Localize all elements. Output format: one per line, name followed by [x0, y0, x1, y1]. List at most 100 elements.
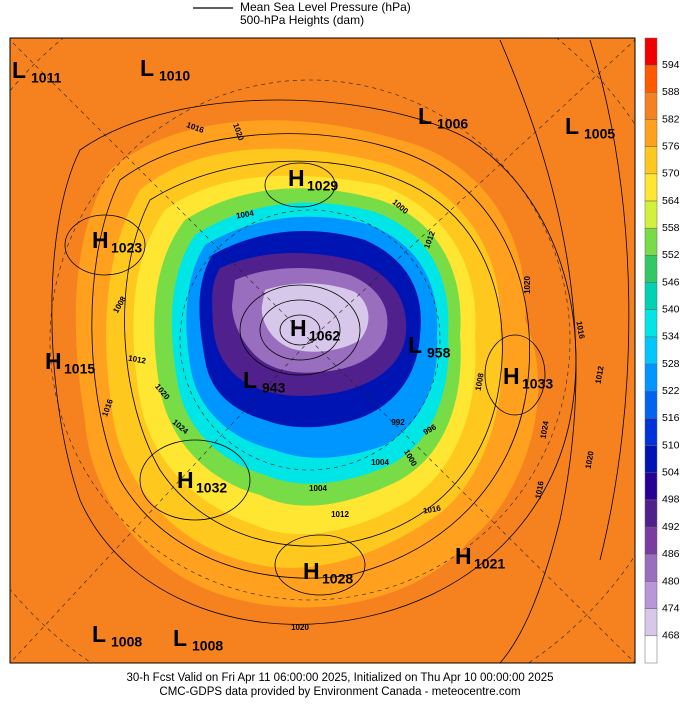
center-value: 1008 [111, 634, 142, 650]
contour-label: 992 [391, 418, 405, 427]
center-value: 943 [262, 380, 286, 396]
center-letter: H [288, 165, 305, 191]
colorbar-box [644, 282, 658, 310]
center-letter: H [45, 348, 62, 374]
colorbar-box [644, 635, 658, 664]
contour-label: 1024 [539, 420, 551, 440]
colorbar-label: 504 [662, 467, 680, 479]
center-value: 1006 [437, 116, 468, 132]
contour-label: 1004 [371, 458, 389, 467]
contour-label: 1020 [584, 450, 596, 470]
colorbar-box [644, 363, 658, 392]
center-value: 1015 [64, 361, 95, 377]
contour-label: 1012 [331, 510, 349, 519]
footer-valid: 30-h Fcst Valid on Fri Apr 11 06:00:00 2… [126, 672, 553, 684]
colorbar-label: 516 [662, 412, 680, 424]
center-letter: L [173, 625, 187, 651]
colorbar-label: 552 [662, 249, 680, 261]
center-value: 1062 [309, 328, 340, 344]
center-letter: L [418, 103, 432, 129]
center-value: 1011 [31, 70, 62, 86]
colorbar-box [644, 119, 658, 147]
colorbar-label: 594 [662, 59, 680, 71]
colorbar: 594 588 582 576 570 564 558 552 546 540 534 528 522 5… [644, 37, 680, 664]
colorbar-box [644, 309, 658, 338]
map-frame [9, 37, 636, 664]
colorbar-label: 492 [662, 521, 680, 533]
colorbar-box [644, 499, 658, 528]
colorbar-box [644, 554, 658, 582]
center-value: 1023 [111, 240, 142, 256]
contour-label: 1020 [523, 276, 532, 294]
colorbar-label: 528 [662, 358, 680, 370]
colorbar-label: 510 [662, 439, 680, 451]
colorbar-label: 498 [662, 494, 680, 506]
center-letter: H [290, 315, 307, 341]
colorbar-box [644, 227, 658, 256]
center-value: 1008 [192, 638, 223, 654]
center-letter: H [455, 543, 472, 569]
colorbar-box [644, 173, 658, 202]
contour-label: 1012 [128, 354, 148, 366]
center-value: 1029 [307, 178, 338, 194]
colorbar-label: 540 [662, 304, 680, 316]
colorbar-box [644, 200, 658, 229]
colorbar-box [644, 445, 658, 474]
contour-label: 1020 [291, 623, 309, 632]
center-value: 1005 [584, 126, 615, 142]
field-468 [261, 283, 369, 352]
center-letter: H [303, 558, 320, 584]
contour-label: 1016 [574, 320, 586, 340]
colorbar-label: 588 [662, 86, 680, 98]
legend-mslp: Mean Sea Level Pressure (hPa) [240, 0, 411, 14]
center-value: 958 [427, 345, 451, 361]
contour-label: 1008 [474, 372, 486, 392]
colorbar-box [644, 336, 658, 365]
colorbar-box [644, 472, 658, 501]
colorbar-box [644, 37, 658, 66]
contour-label: 1016 [422, 504, 442, 516]
isobars [51, 39, 630, 663]
center-letter: L [565, 113, 579, 139]
colorbar-label: 522 [662, 385, 680, 397]
center-letter: L [243, 367, 257, 393]
center-value: 1033 [522, 376, 553, 392]
colorbar-label: 564 [662, 195, 680, 207]
center-value: 1010 [159, 68, 190, 84]
colorbar-box [644, 92, 658, 120]
center-letter: L [12, 57, 26, 83]
contour-label: 1004 [309, 484, 327, 493]
center-letter: L [92, 621, 106, 647]
colorbar-box [644, 255, 658, 283]
colorbar-label: 480 [662, 575, 680, 587]
colorbar-label: 486 [662, 548, 680, 560]
colorbar-label: 576 [662, 140, 680, 152]
colorbar-box [644, 391, 658, 419]
colorbar-label: 570 [662, 168, 680, 180]
colorbar-label: 582 [662, 113, 680, 125]
colorbar-box [644, 526, 658, 555]
contour-label: 1004 [235, 209, 255, 221]
center-letter: H [92, 227, 109, 253]
center-value: 1028 [322, 571, 353, 587]
colorbar-box [644, 608, 658, 637]
center-value: 1032 [196, 480, 227, 496]
center-letter: L [140, 55, 154, 81]
colorbar-label: 468 [662, 630, 680, 642]
legend-heights: 500-hPa Heights (dam) [240, 13, 364, 27]
colorbar-label: 474 [662, 602, 680, 614]
colorbar-box [644, 146, 658, 175]
footer-credit: CMC-GDPS data provided by Environment Ca… [159, 686, 520, 698]
colorbar-label: 558 [662, 222, 680, 234]
center-value: 1021 [474, 556, 505, 572]
colorbar-box [644, 64, 658, 93]
contour-label: 1016 [534, 480, 546, 500]
colorbar-label: 546 [662, 276, 680, 288]
center-letter: H [177, 467, 194, 493]
colorbar-label: 534 [662, 331, 680, 343]
